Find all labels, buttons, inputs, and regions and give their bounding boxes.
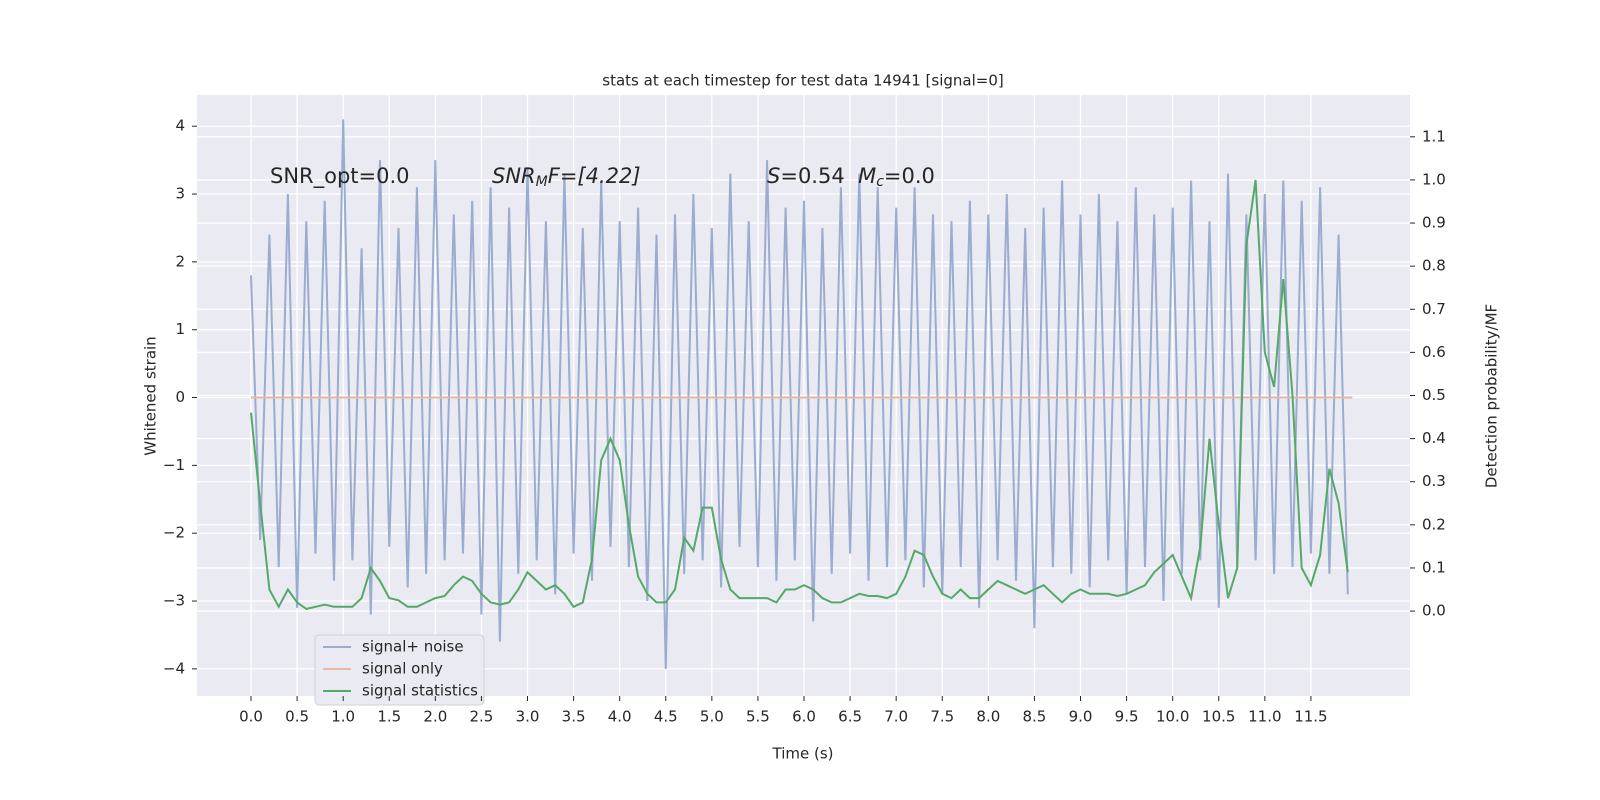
y-tick-label: 1 [175,320,185,338]
x-tick-label: 9.5 [1115,708,1139,726]
chart-title: stats at each timestep for test data 149… [602,72,1003,90]
series-line [250,119,1349,669]
y-tick-label: 2 [175,252,185,270]
x-tick-label: 1.5 [377,708,401,726]
legend-label: signal only [362,660,443,678]
annotation: SNRMF=[4.22] [492,164,641,190]
y-axis-label: Whitened strain [142,336,160,455]
x-tick-label: 0.0 [239,708,263,726]
x-tick-label: 10.5 [1202,708,1235,726]
annotation-text: M [858,164,876,188]
x-tick-label: 4.5 [654,708,678,726]
y2-tick-label: 0.6 [1422,343,1446,361]
annotation-sub: M [536,174,548,190]
y-tick-label: 4 [175,117,185,135]
y2-tick-label: 1.1 [1422,127,1446,145]
annotation-text: SNR [492,164,536,188]
annotation-text: =0.0 [884,164,935,188]
y-tick-label: 0 [175,388,185,406]
x-tick-label: 10.0 [1156,708,1189,726]
x-tick-label: 5.5 [746,708,770,726]
annotation-sub: c [876,174,884,190]
annotation: S=0.54 Mc=0.0 [767,164,935,190]
x-tick-label: 8.0 [976,708,1000,726]
y-tick-label: −4 [163,659,185,677]
x-tick-label: 5.0 [700,708,724,726]
y-tick-label: −3 [163,592,185,610]
legend-label: signal+ noise [362,638,464,656]
x-tick-label: 6.0 [792,708,816,726]
x-axis-label: Time (s) [772,745,834,763]
y2-tick-label: 0.9 [1422,214,1446,232]
y2-tick-label: 0.3 [1422,472,1446,490]
x-tick-label: 6.5 [838,708,862,726]
y2-tick-label: 0.1 [1422,558,1446,576]
legend-box [314,634,485,706]
y-tick-label: 3 [175,185,185,203]
y-tick-label: −2 [163,524,185,542]
y2-tick-label: 0.7 [1422,300,1446,318]
x-tick-label: 8.5 [1022,708,1046,726]
x-tick-label: 2.0 [423,708,447,726]
annotation-text: =0.54 [780,164,858,188]
legend-label: signal statistics [362,682,478,700]
annotation: SNR_opt=0.0 [270,164,410,189]
annotation-text: F=[4.22] [548,164,641,188]
x-tick-label: 11.0 [1248,708,1281,726]
y-tick-label: −1 [163,456,185,474]
y2-axis-label: Detection probability/MF [1483,304,1501,488]
x-tick-label: 2.5 [469,708,493,726]
y2-tick-label: 0.2 [1422,515,1446,533]
series-line [250,179,1349,610]
x-tick-label: 3.5 [562,708,586,726]
annotation-text: SNR_opt=0.0 [270,164,410,189]
y2-tick-label: 0.5 [1422,386,1446,404]
y2-tick-label: 1.0 [1422,170,1446,188]
x-tick-label: 9.0 [1069,708,1093,726]
y2-tick-label: 0.0 [1422,602,1446,620]
annotation-text: S [767,164,780,188]
x-tick-label: 7.0 [884,708,908,726]
x-tick-label: 1.0 [331,708,355,726]
x-tick-label: 3.0 [516,708,540,726]
x-tick-label: 11.5 [1294,708,1327,726]
y2-tick-label: 0.8 [1422,257,1446,275]
x-tick-label: 0.5 [285,708,309,726]
x-tick-label: 4.0 [608,708,632,726]
x-tick-label: 7.5 [930,708,954,726]
y2-tick-label: 0.4 [1422,429,1446,447]
